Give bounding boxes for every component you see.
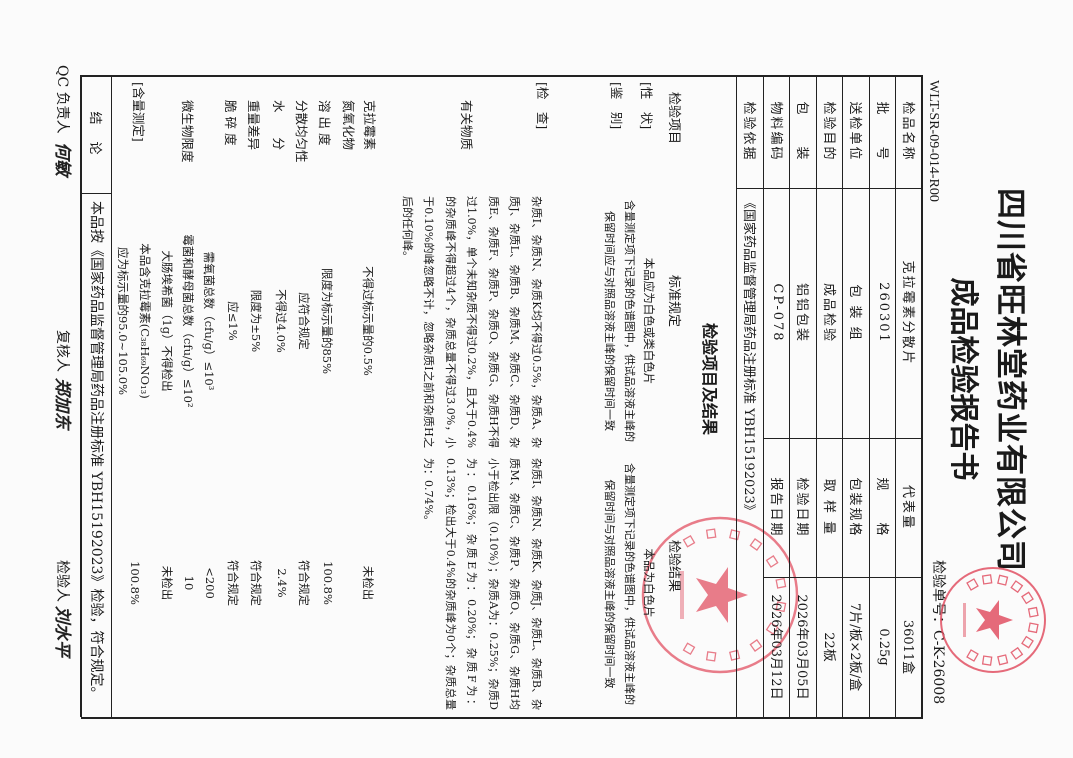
item-standard: 不得过标示量的0.5% <box>361 266 375 376</box>
info-label: 包装规格 <box>847 477 863 538</box>
info-label: 取 样 量 <box>820 478 836 537</box>
item-label: 微生物限度 <box>180 100 195 163</box>
item-label: 重量差异 <box>246 100 261 151</box>
item-result: 未检出 <box>361 565 375 601</box>
item-result: 含量测定项下记录的色谱图中，供试品溶液主峰的保留时间与对照品溶液主峰的保留时间一… <box>603 463 636 705</box>
item-label: [性 状] <box>639 82 654 130</box>
column-standard: 标准规定 <box>666 275 681 328</box>
info-label: 报告日期 <box>767 477 783 538</box>
item-result: <200 <box>203 567 217 599</box>
seal-glyph-mark <box>682 534 696 548</box>
item-standard: 应符合规定 <box>297 292 311 350</box>
item-result: 符合规定 <box>297 560 311 606</box>
info-label: 代表量 <box>900 484 916 530</box>
item-label: [鉴 别] <box>609 82 624 130</box>
item-result: 未检出 <box>160 565 174 601</box>
item-result: 符合规定 <box>226 560 240 606</box>
item-result: 10 <box>182 575 196 591</box>
item-standard: 应为标示量的95.0~105.0% <box>116 246 130 396</box>
info-value: 7片/板×2板/盒 <box>847 602 863 692</box>
company-name: 四川省旺林堂药业有限公司 <box>992 188 1028 572</box>
item-label: [检 查] <box>535 82 550 130</box>
info-label: 检验目的 <box>820 101 836 162</box>
table-rule <box>81 717 923 719</box>
item-standard: 需氧菌总数（cfu/g）≤10³ <box>202 251 216 391</box>
reviewer-signature: 郑加东 <box>52 378 72 429</box>
info-label: 批 号 <box>873 101 889 162</box>
info-value: 包 装 组 <box>847 284 863 342</box>
item-result: 本品为白色片 <box>642 548 656 618</box>
item-label: 有关物质 <box>459 100 474 151</box>
info-value: CP-078 <box>769 283 785 343</box>
qc-signature: 何敏 <box>52 142 72 176</box>
info-label: 包 装 <box>794 101 810 162</box>
info-value: 260301 <box>875 282 891 344</box>
column-result: 检验结果 <box>666 540 681 593</box>
inspector-label: 检验人 <box>54 560 70 602</box>
info-label: 物料编码 <box>767 101 783 162</box>
item-standard: 应≤1% <box>226 301 240 341</box>
info-label: 检验日期 <box>794 477 810 538</box>
document-code: WLT-SR-09-014-R00 <box>926 80 941 202</box>
info-value: 0.25g <box>875 628 891 666</box>
info-value: 22板 <box>820 632 836 662</box>
item-standard: 杂质I、杂质N、杂质K均不得过0.5%，杂质A、杂质J、杂质L、杂质B、杂质M、… <box>401 196 543 448</box>
item-standard: 含量测定项下记录的色谱图中，供试品溶液主峰的保留时间应与对照品溶液主峰的保留时间… <box>603 200 636 442</box>
info-value: 克拉霉素分散片 <box>900 260 916 366</box>
conclusion-text: 本品按《国家药品监督管理局药品注册标准 YBH15192023》检验，符合规定。 <box>88 201 104 701</box>
item-label: [含量测定] <box>131 82 146 142</box>
item-result: 符合规定 <box>249 560 263 606</box>
info-value: 铝铝包装 <box>794 282 810 343</box>
section-title: 检验项目及结果 <box>700 322 719 435</box>
info-value: 2026年03月12日 <box>767 594 783 700</box>
report-title: 成品检验报告书 <box>947 277 981 481</box>
info-label: 规 格 <box>873 477 889 538</box>
item-label: 水 分 <box>271 100 286 151</box>
item-standard: 限度为±5% <box>249 289 263 353</box>
info-value: 2026年03月05日 <box>794 594 810 700</box>
item-standard: 霉菌和酵母菌总数（cfu/g）≤10² <box>181 234 195 408</box>
info-value: 36011盒 <box>900 619 916 675</box>
item-label: 氮氧化物 <box>341 100 356 151</box>
item-result: 2.4% <box>275 568 289 598</box>
inspector-signature: 刘水平 <box>52 606 72 657</box>
basis-label: 检验依据 <box>741 101 757 162</box>
item-standard: 本品含克拉霉素(C₃₈H₆₉NO₁₃) <box>138 243 152 399</box>
qc-label: QC 负责人 <box>54 65 70 134</box>
item-standard: 本品应为白色或类白色片 <box>642 257 656 385</box>
item-label: 脆 碎 度 <box>223 100 238 146</box>
conclusion-label: 结 论 <box>87 111 103 157</box>
basis-value: 《国家药品监督管理局药品注册标准 YBH15192023》 <box>741 196 757 517</box>
report-number: 检验单号：C-K-26008 <box>930 560 946 705</box>
item-label: 克拉霉素 <box>362 100 377 151</box>
item-result: 杂质I、杂质N、杂质K、杂质J、杂质L、杂质B、杂质M、杂质C、杂质P、杂质O、… <box>422 458 544 710</box>
item-standard: 限度为标示量的85% <box>320 267 334 375</box>
item-result: 100.8% <box>321 561 335 605</box>
info-value: 成品检验 <box>820 282 836 343</box>
column-item: 检验项目 <box>666 92 681 145</box>
item-standard: 大肠埃希菌（1g）不得检出 <box>160 250 174 392</box>
info-label: 送检单位 <box>847 101 863 162</box>
item-result: 100.8% <box>128 561 142 605</box>
item-label: 溶 出 度 <box>317 100 332 146</box>
item-standard: 不得过4.0% <box>274 289 288 353</box>
item-label: 分散均匀性 <box>294 100 309 163</box>
seal-glyph-mark <box>682 642 696 656</box>
reviewer-label: 复核人 <box>54 330 70 372</box>
info-label: 检品名称 <box>900 101 916 162</box>
